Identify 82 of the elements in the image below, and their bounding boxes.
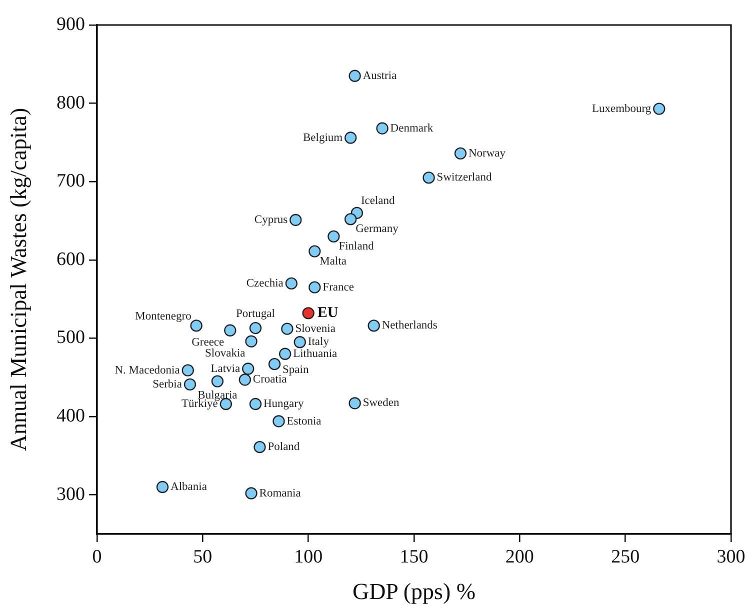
y-tick-label: 800 (56, 92, 85, 114)
annotation: Latvia (210, 362, 240, 375)
annotation: Italy (308, 336, 330, 348)
y-tick-label: 600 (56, 248, 85, 270)
point (328, 230, 340, 243)
annotation: Luxembourg (592, 102, 652, 115)
y-tick-label: 900 (56, 14, 85, 35)
point (238, 374, 252, 386)
point (211, 375, 224, 388)
point (242, 362, 254, 375)
y-tick-label: 400 (56, 406, 85, 427)
annotation: Montenegro (135, 310, 192, 323)
annotation: Greece (192, 336, 224, 348)
annotation: Poland (268, 441, 300, 454)
point (422, 172, 435, 184)
point (294, 336, 306, 348)
point (454, 147, 467, 160)
annotation: Serbia (152, 378, 182, 390)
point (184, 378, 196, 391)
y-axis-title: Annual Municipal Wastes (kg/capita) (6, 108, 31, 452)
point (156, 480, 169, 494)
y-tick-label: 500 (56, 327, 85, 348)
annotation: Denmark (390, 122, 434, 134)
annotation: Finland (338, 240, 374, 252)
annotation: Slovakia (205, 347, 246, 360)
point (190, 320, 202, 332)
point (278, 348, 292, 360)
annotation: Slovenia (295, 322, 336, 335)
annotation: Cyprus (254, 214, 288, 226)
x-tick-label: 100 (294, 546, 323, 568)
point (344, 132, 357, 144)
x-tick-label: 250 (611, 546, 640, 568)
point (224, 324, 236, 336)
x-axis-title: GDP (pps) % (352, 579, 476, 604)
annotation: Netherlands (382, 320, 438, 332)
annotation: Estonia (286, 415, 322, 428)
point (254, 440, 266, 454)
annotation: Croatia (252, 374, 287, 386)
point (249, 322, 262, 334)
y-tick-label: 300 (56, 484, 85, 505)
x-tick-label: 300 (716, 546, 746, 568)
point (281, 322, 294, 335)
annotation: Albania (170, 481, 207, 494)
annotation: Czechia (246, 277, 284, 290)
annotation: Portugal (236, 308, 275, 320)
point (302, 307, 314, 320)
point (348, 70, 361, 82)
x-tick-label: 200 (505, 546, 534, 568)
point (249, 398, 262, 410)
x-tick-label: 150 (400, 546, 428, 568)
annotation: Romania (259, 487, 301, 500)
annotation: France (322, 281, 354, 294)
point (653, 102, 666, 115)
point (308, 245, 321, 258)
x-tick-label: 50 (193, 546, 212, 568)
point (368, 320, 380, 332)
annotation: N. Macedonia (114, 364, 180, 376)
point (245, 487, 258, 500)
annotation: Belgium (302, 132, 343, 144)
point (348, 397, 361, 410)
annotation: Iceland (360, 194, 396, 207)
point (285, 277, 298, 290)
annotation: Spain (282, 364, 309, 376)
annotation: Hungary (264, 398, 304, 410)
annotation: Sweden (362, 397, 400, 410)
point (182, 364, 194, 376)
point (290, 214, 302, 226)
series-label: EU (317, 305, 338, 322)
annotation: Austria (362, 70, 397, 82)
annotation: Malta (320, 255, 346, 268)
point (272, 415, 285, 428)
point (376, 122, 388, 134)
y-tick-label: 700 (56, 170, 85, 192)
point (268, 358, 281, 370)
annotation: Lithuania (293, 348, 338, 360)
point (308, 281, 321, 294)
annotation: Norway (468, 147, 506, 160)
point (245, 335, 258, 348)
x-tick-label: 0 (92, 546, 102, 568)
point (344, 213, 357, 226)
annotation: Switzerland (436, 172, 492, 184)
annotation: Germany (356, 223, 399, 236)
